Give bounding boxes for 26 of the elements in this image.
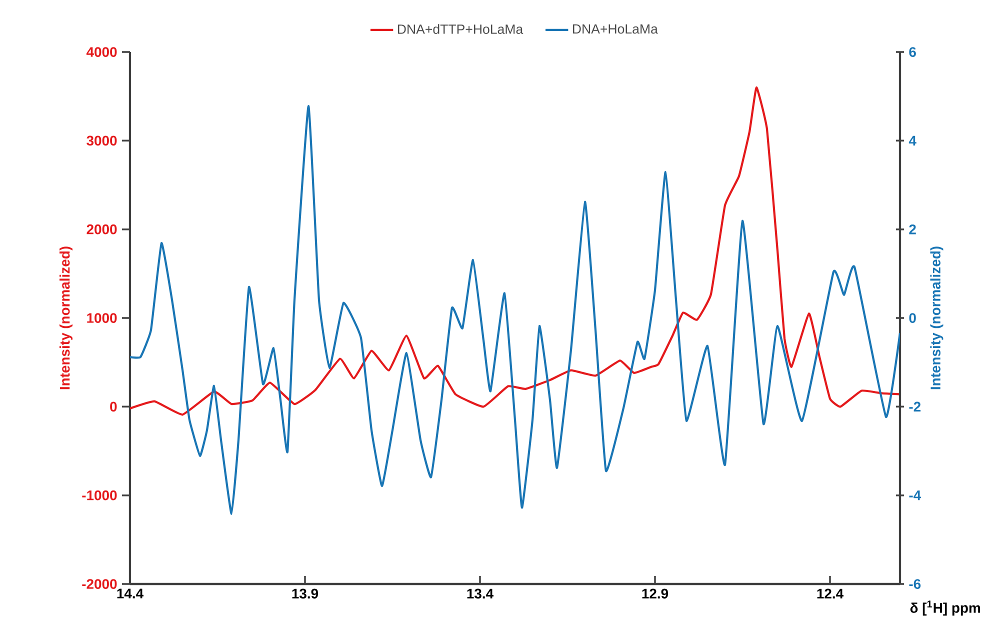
legend-label: DNA+HoLaMa <box>572 24 658 34</box>
x-tick-label: 12.9 <box>642 588 668 599</box>
y2-axis-title: Intensity (normalized) <box>930 246 944 390</box>
x-tick-label: 12.4 <box>817 588 844 598</box>
y-tick-label: 1000 <box>87 313 117 323</box>
y-axis-title: Intensity (normalized) <box>60 246 73 390</box>
x-tick-label: 14.4 <box>117 588 144 598</box>
y-tick-label: 2000 <box>86 224 117 234</box>
y2-tick-label: -6 <box>909 579 921 589</box>
line-series <box>130 86 900 416</box>
y2-tick-label: -2 <box>909 402 921 412</box>
legend-label: DNA+dTTP+HoLaMa <box>398 24 524 34</box>
y-tick-label: 3000 <box>86 136 117 146</box>
y2-tick-label: 6 <box>909 47 916 57</box>
y-tick-label: 0 <box>110 402 117 412</box>
x-axis-title: δ [$^{1}$H] ppm <box>910 600 980 616</box>
y2-tick-label: 0 <box>909 313 916 323</box>
x-tick-label: 13.9 <box>292 588 318 599</box>
y2-tick-label: 2 <box>909 224 916 234</box>
y-tick-label: 4000 <box>86 47 117 57</box>
y-tick-label: -2000 <box>82 579 117 589</box>
y2-tick-label: 4 <box>908 136 916 146</box>
line-series <box>130 105 900 516</box>
x-tick-label: 13.4 <box>467 588 494 599</box>
y-tick-label: -1000 <box>82 490 117 500</box>
y2-tick-label: -4 <box>909 490 922 500</box>
